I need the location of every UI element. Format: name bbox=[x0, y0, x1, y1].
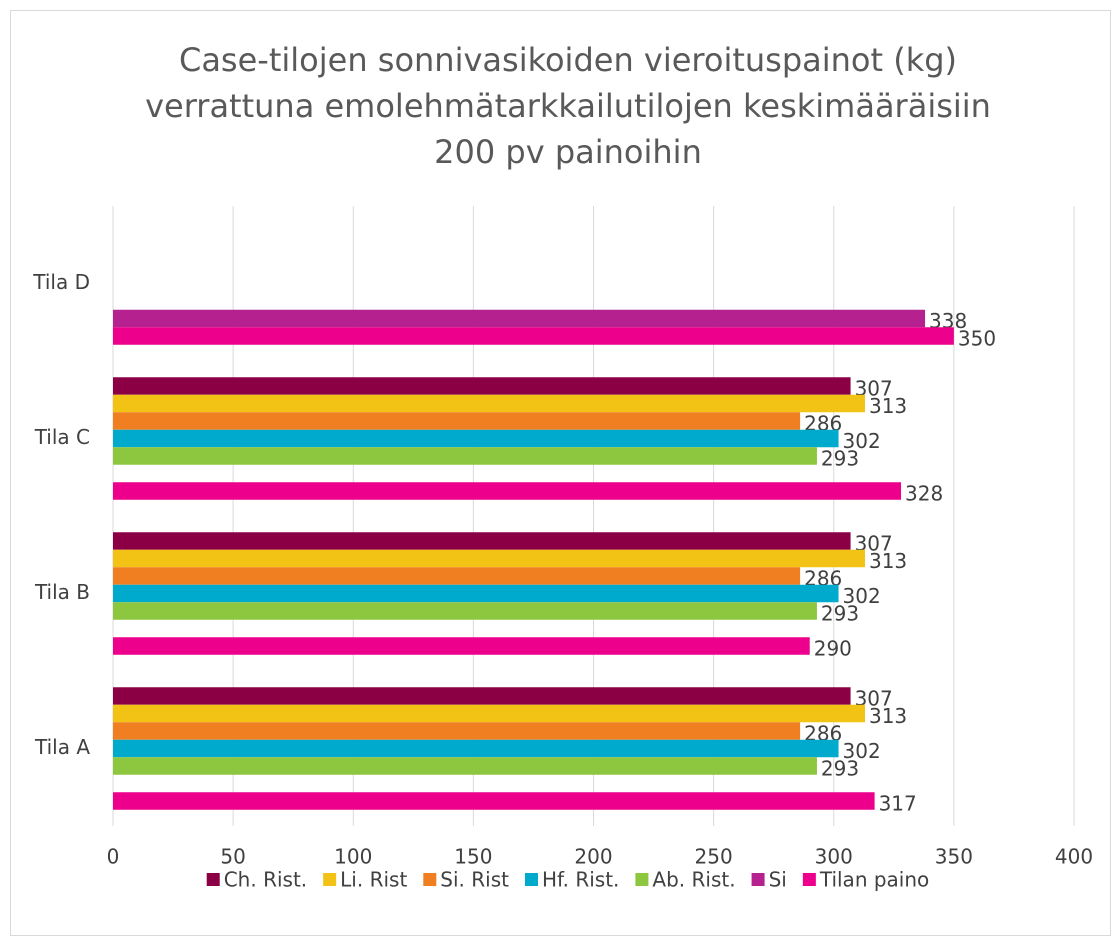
bar bbox=[113, 704, 865, 723]
bar bbox=[113, 412, 801, 430]
bar bbox=[113, 309, 926, 328]
bar bbox=[113, 394, 865, 413]
legend-label: Si bbox=[769, 868, 787, 892]
y-tick-label: Tila B bbox=[34, 580, 90, 604]
bar bbox=[113, 377, 851, 395]
chart-title: Case-tilojen sonnivasikoiden vieroituspa… bbox=[179, 41, 957, 79]
bar bbox=[113, 687, 851, 705]
legend-marker bbox=[323, 873, 337, 886]
bar bbox=[113, 549, 865, 568]
x-tick-label: 400 bbox=[1055, 845, 1093, 869]
data-label: 313 bbox=[869, 394, 907, 418]
data-label: 293 bbox=[821, 757, 859, 781]
legend-marker bbox=[423, 873, 437, 886]
data-label: 293 bbox=[821, 602, 859, 626]
x-tick-label: 0 bbox=[107, 845, 120, 869]
bar bbox=[113, 739, 839, 758]
y-tick-label: Tila C bbox=[34, 425, 90, 449]
data-label: 290 bbox=[814, 637, 852, 661]
bar bbox=[113, 757, 817, 775]
x-tick-label: 350 bbox=[935, 845, 973, 869]
bar bbox=[113, 792, 875, 810]
legend-marker bbox=[751, 873, 765, 886]
legend-label: Tilan paino bbox=[819, 868, 929, 892]
x-tick-label: 50 bbox=[220, 845, 245, 869]
legend-marker bbox=[802, 873, 816, 886]
bar bbox=[113, 567, 801, 585]
chart-title: 200 pv painoihin bbox=[434, 133, 702, 171]
legend-marker bbox=[206, 873, 220, 886]
data-label: 313 bbox=[869, 704, 907, 728]
bar bbox=[113, 429, 839, 448]
data-label: 328 bbox=[905, 482, 943, 506]
bar bbox=[113, 327, 954, 345]
data-label: 302 bbox=[843, 739, 881, 763]
x-tick-label: 100 bbox=[334, 845, 372, 869]
bar bbox=[113, 482, 902, 500]
legend-marker bbox=[635, 873, 649, 886]
bar bbox=[113, 637, 810, 655]
x-tick-label: 200 bbox=[574, 845, 612, 869]
bar bbox=[113, 447, 817, 465]
data-label: 317 bbox=[879, 792, 917, 816]
legend-label: Si. Rist bbox=[440, 868, 509, 892]
legend-label: Ch. Rist. bbox=[224, 868, 307, 892]
bar bbox=[113, 602, 817, 620]
bar bbox=[113, 584, 839, 603]
x-tick-label: 150 bbox=[454, 845, 492, 869]
data-label: 313 bbox=[869, 549, 907, 573]
legend-label: Li. Rist bbox=[340, 868, 407, 892]
y-tick-label: Tila A bbox=[34, 735, 90, 759]
chart-title: verrattuna emolehmätarkkailutilojen kesk… bbox=[145, 87, 991, 125]
legend-label: Hf. Rist. bbox=[542, 868, 619, 892]
y-tick-label: Tila D bbox=[32, 270, 90, 294]
x-tick-label: 300 bbox=[815, 845, 853, 869]
data-label: 293 bbox=[821, 447, 859, 471]
data-label: 350 bbox=[958, 327, 996, 351]
legend-marker bbox=[524, 873, 538, 886]
x-tick-label: 250 bbox=[695, 845, 733, 869]
data-label: 302 bbox=[843, 429, 881, 453]
data-label: 302 bbox=[843, 584, 881, 608]
bar bbox=[113, 722, 801, 740]
bar bbox=[113, 532, 851, 550]
chart-border bbox=[10, 10, 1111, 936]
legend-label: Ab. Rist. bbox=[652, 868, 735, 892]
